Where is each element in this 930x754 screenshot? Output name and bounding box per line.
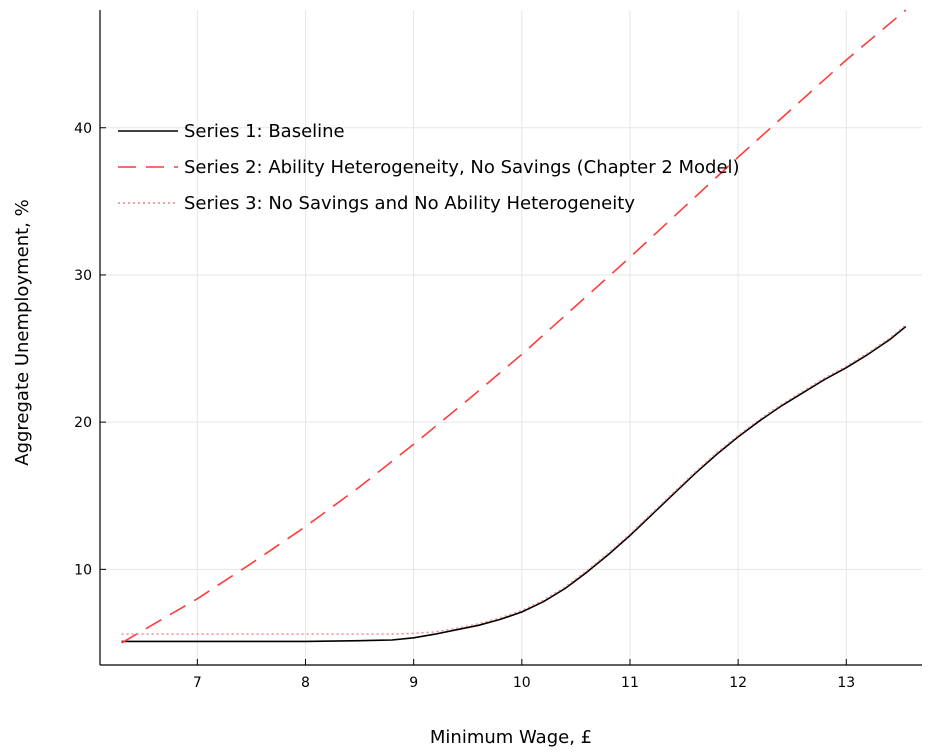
x-tick-label-6: 13 (837, 675, 855, 691)
x-tick-label-2: 9 (409, 675, 418, 691)
x-tick-label-5: 12 (729, 675, 747, 691)
x-tick-label-0: 7 (193, 675, 202, 691)
legend-label-3: Series 3: No Savings and No Ability Hete… (184, 193, 635, 214)
ticks: 7 8 9 10 11 12 13 10 20 30 40 (74, 121, 855, 691)
x-axis-title: Minimum Wage, £ (430, 727, 592, 748)
y-tick-label-1: 20 (74, 415, 92, 431)
legend-label-1: Series 1: Baseline (184, 121, 345, 142)
legend-label-2: Series 2: Ability Heterogeneity, No Savi… (184, 157, 740, 178)
y-tick-label-3: 40 (74, 121, 92, 137)
series-lines (121, 9, 907, 644)
x-tick-label-1: 8 (301, 675, 310, 691)
legend: Series 1: Baseline Series 2: Ability Hete… (118, 121, 740, 214)
x-tick-label-4: 11 (621, 675, 639, 691)
axes (99, 10, 922, 666)
grid (100, 10, 922, 665)
y-tick-label-2: 30 (74, 268, 92, 284)
y-tick-label-0: 10 (74, 562, 92, 578)
series-line-1 (121, 325, 907, 643)
y-axis-title: Aggregate Unemployment, % (12, 199, 33, 465)
series-line-3 (121, 324, 907, 635)
x-tick-label-3: 10 (513, 675, 531, 691)
series-line-2 (121, 9, 907, 644)
